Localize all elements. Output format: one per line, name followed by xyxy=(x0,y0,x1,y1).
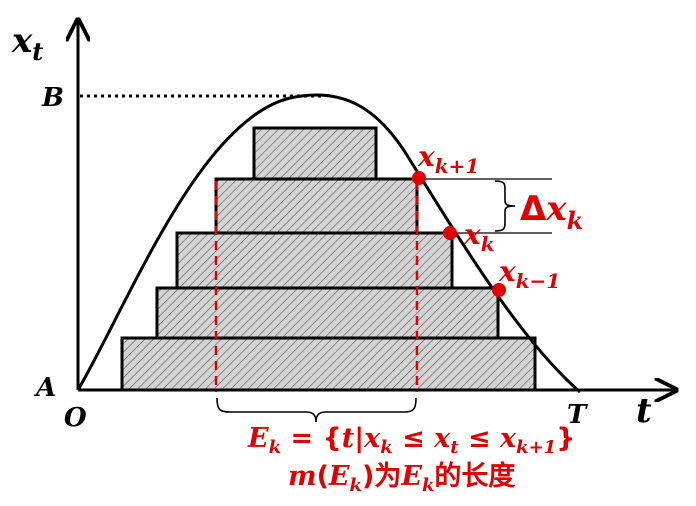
delta-label: Δxk xyxy=(520,189,583,235)
label-T: T xyxy=(567,400,588,430)
label-xk1: xk+1 xyxy=(417,140,479,178)
level-rect-4 xyxy=(214,177,419,235)
label-A: A xyxy=(33,373,56,403)
measure-definition: m(Ek)为Ek的长度 xyxy=(288,460,515,496)
point-xkm1 xyxy=(492,283,506,297)
label-xk: xk xyxy=(463,218,495,256)
label-xkm1: xk−1 xyxy=(498,255,560,293)
y-axis-label: xt xyxy=(11,21,43,66)
ek-brace xyxy=(216,397,417,423)
level-rect-3 xyxy=(175,231,454,290)
level-rect-1 xyxy=(120,336,537,392)
ek-definition: Ek = {t|xk ≤ xt ≤ xk+1} xyxy=(247,423,575,458)
label-B: B xyxy=(41,83,64,113)
origin-label: O xyxy=(64,403,87,433)
level-rect-5 xyxy=(252,126,378,181)
x-axis-label: t xyxy=(636,391,652,431)
level-rect-2 xyxy=(155,286,500,340)
point-xk xyxy=(443,226,457,240)
point-xk1 xyxy=(412,171,426,185)
delta-brace xyxy=(494,180,516,232)
